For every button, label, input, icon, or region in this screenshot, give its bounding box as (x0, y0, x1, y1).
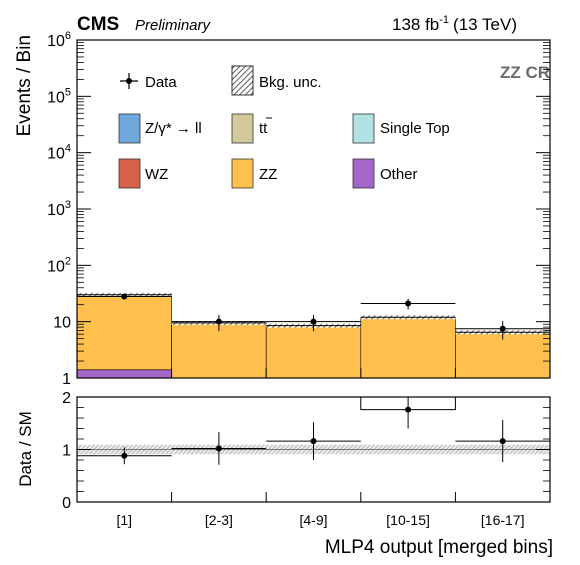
ratio-point (499, 438, 506, 445)
preliminary-label: Preliminary (135, 17, 212, 34)
main-y-axis: 1 10 102 103 104 105 106 (47, 30, 550, 388)
stack-bar (360, 316, 456, 379)
stack-bar (265, 325, 362, 379)
x-tick-label: [1] (117, 512, 133, 528)
main-panel (76, 292, 551, 379)
legend-label-wz: WZ (145, 166, 168, 183)
stack-bar (76, 369, 172, 379)
legend-entry-ttbar: tt (231, 113, 272, 144)
region-label: ZZ CR (500, 63, 550, 82)
lumi-value: 138 fb (392, 15, 439, 34)
single-top-swatch-icon (352, 113, 375, 144)
ttbar-swatch-icon (231, 113, 254, 144)
stack-bar (455, 331, 551, 379)
cms-label: CMS (77, 14, 119, 35)
y-tick-label: 103 (47, 199, 71, 219)
data-point (310, 318, 317, 325)
ratio-panel (77, 397, 550, 465)
ratio-y-axis: 0 1 2 (62, 390, 550, 512)
data-marker-icon (126, 78, 132, 84)
legend-label-single-top: Single Top (380, 120, 450, 137)
x-tick-label: [2-3] (205, 512, 233, 528)
legend-label-bkg-unc: Bkg. unc. (259, 74, 322, 91)
legend-label-zz: ZZ (259, 166, 277, 183)
x-tick-label: [10-15] (386, 512, 430, 528)
legend-entry-data: Data (120, 73, 177, 91)
legend-label-dy: Z/γ* → ll (145, 120, 202, 137)
data-point (405, 300, 412, 307)
legend-entry-bkg-unc: Bkg. unc. (231, 65, 322, 96)
lumi-energy: (13 TeV) (453, 15, 517, 34)
ratio-point (121, 452, 128, 459)
y-tick-label: 106 (47, 30, 71, 50)
wz-swatch-icon (118, 158, 141, 189)
x-tick-label: [4-9] (299, 512, 327, 528)
zz-swatch-icon (231, 158, 254, 189)
y-tick-label: 105 (47, 86, 71, 106)
y-tick-label: 102 (47, 255, 71, 275)
legend-label-ttbar: tt (259, 120, 268, 137)
lumi-label: 138 fb-1 (13 TeV) (392, 14, 517, 34)
main-y-axis-label: Events / Bin (14, 35, 35, 136)
legend-label-other: Other (380, 166, 418, 183)
ratio-point (215, 445, 222, 452)
dy-swatch-icon (118, 113, 141, 144)
legend: Data Bkg. unc. Z/γ* → ll tt Single Top W… (118, 65, 450, 189)
data-point (121, 293, 128, 300)
ratio-tick-label: 1 (62, 443, 71, 460)
hatch-swatch-icon (231, 65, 254, 96)
y-tick-label: 10 (53, 315, 71, 332)
x-axis: [1] [2-3] [4-9] [10-15] [16-17] (76, 368, 551, 528)
y-tick-label: 1 (62, 371, 71, 388)
other-swatch-icon (352, 158, 375, 189)
lumi-exponent: -1 (439, 14, 449, 26)
legend-entry-dy: Z/γ* → ll (118, 113, 202, 144)
legend-entry-wz: WZ (118, 158, 168, 189)
legend-entry-zz: ZZ (231, 158, 277, 189)
ratio-point (310, 438, 317, 445)
stack-bar (171, 322, 267, 379)
x-axis-label: MLP4 output [merged bins] (325, 537, 553, 558)
x-tick-label: [16-17] (481, 512, 525, 528)
data-point (499, 325, 506, 332)
ratio-tick-label: 2 (62, 390, 71, 407)
y-tick-label: 104 (47, 143, 71, 163)
legend-label-data: Data (145, 74, 177, 91)
ratio-tick-label: 0 (62, 495, 71, 512)
stack-bar (76, 294, 172, 371)
ratio-y-axis-label: Data / SM (16, 411, 35, 487)
legend-entry-single-top: Single Top (352, 113, 450, 144)
legend-entry-other: Other (352, 158, 418, 189)
ratio-point (405, 406, 412, 413)
data-point (215, 318, 222, 325)
